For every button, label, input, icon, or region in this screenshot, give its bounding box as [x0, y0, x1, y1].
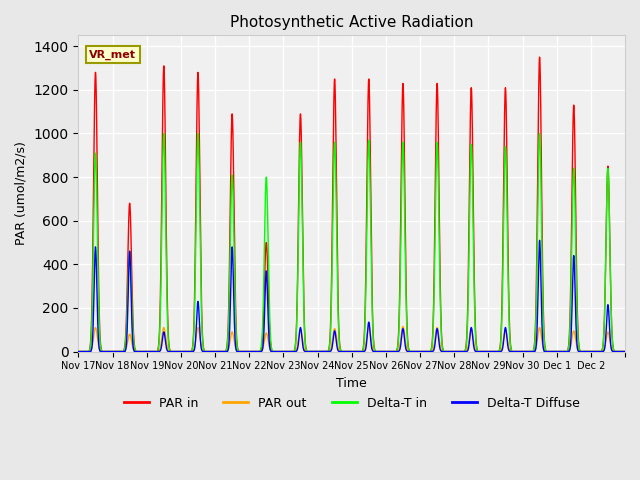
Text: VR_met: VR_met — [90, 49, 136, 60]
X-axis label: Time: Time — [337, 377, 367, 390]
Title: Photosynthetic Active Radiation: Photosynthetic Active Radiation — [230, 15, 474, 30]
Y-axis label: PAR (umol/m2/s): PAR (umol/m2/s) — [15, 142, 28, 245]
Legend: PAR in, PAR out, Delta-T in, Delta-T Diffuse: PAR in, PAR out, Delta-T in, Delta-T Dif… — [119, 392, 584, 415]
